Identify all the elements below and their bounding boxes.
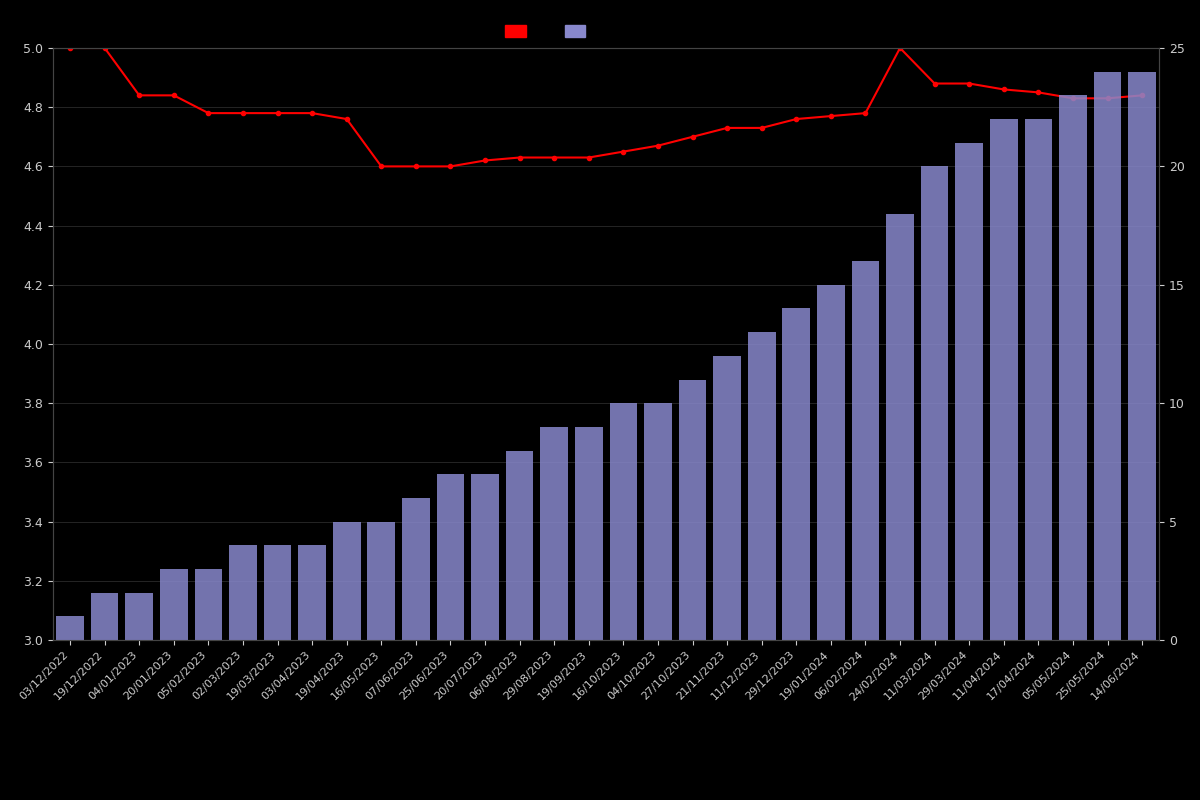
Bar [264, 546, 292, 640]
Bar [782, 309, 810, 640]
Bar [472, 474, 499, 640]
Bar [990, 119, 1018, 640]
Bar [229, 546, 257, 640]
Bar [332, 522, 360, 640]
Bar [817, 285, 845, 640]
Bar [367, 522, 395, 640]
Bar [748, 332, 775, 640]
Bar [887, 214, 914, 640]
Bar [1128, 72, 1156, 640]
Bar [437, 474, 464, 640]
Bar [713, 356, 740, 640]
Bar [540, 427, 568, 640]
Bar [299, 546, 326, 640]
Bar [506, 450, 534, 640]
Bar [126, 593, 154, 640]
Bar [610, 403, 637, 640]
Bar [679, 379, 707, 640]
Bar [91, 593, 119, 640]
Bar [852, 261, 880, 640]
Bar [575, 427, 602, 640]
Bar [920, 166, 948, 640]
Bar [194, 569, 222, 640]
Legend: , : , [499, 19, 602, 45]
Bar [1060, 95, 1087, 640]
Bar [644, 403, 672, 640]
Bar [1025, 119, 1052, 640]
Bar [160, 569, 187, 640]
Bar [1093, 72, 1121, 640]
Bar [402, 498, 430, 640]
Bar [56, 616, 84, 640]
Bar [955, 142, 983, 640]
